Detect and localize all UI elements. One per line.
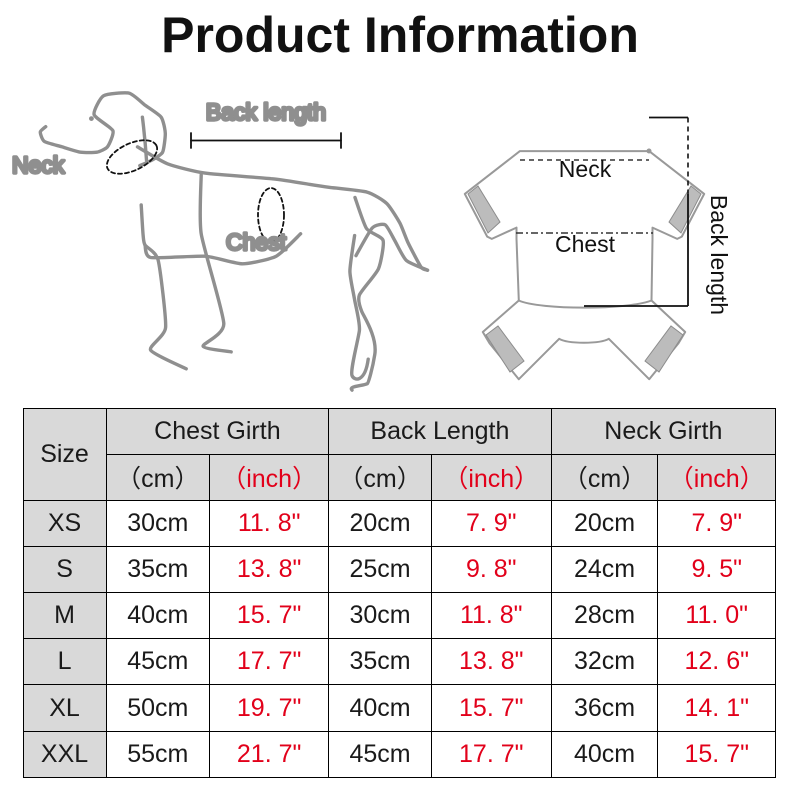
svg-text:Neck: Neck [12,152,65,178]
svg-text:Back length: Back length [706,195,732,315]
svg-text:Chest: Chest [226,229,287,255]
svg-text:Chest: Chest [555,231,616,257]
svg-text:Back length: Back length [206,99,326,125]
svg-text:Neck: Neck [559,156,612,182]
